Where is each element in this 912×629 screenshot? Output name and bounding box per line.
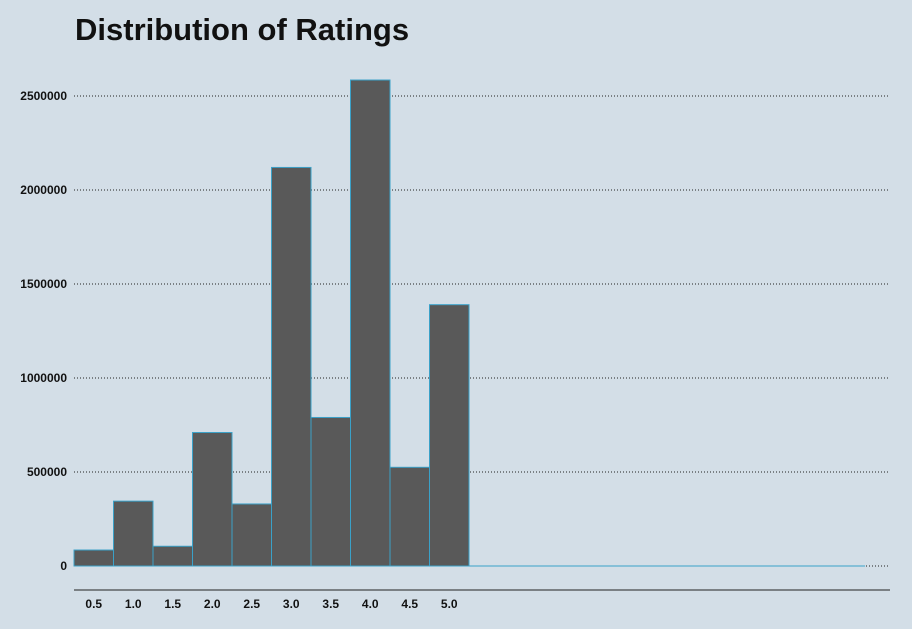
x-tick-label: 2.5 — [243, 597, 260, 611]
y-tick-label: 500000 — [27, 465, 67, 479]
x-tick-label: 4.5 — [401, 597, 418, 611]
x-tick-label: 0.5 — [85, 597, 102, 611]
bar-2.5 — [231, 503, 272, 567]
x-tick-label: 2.0 — [204, 597, 221, 611]
y-tick-label: 1500000 — [20, 277, 67, 291]
y-tick-label: 2500000 — [20, 89, 67, 103]
bar-3.5 — [310, 416, 351, 567]
x-tick-label: 5.0 — [441, 597, 458, 611]
x-tick-label: 3.0 — [283, 597, 300, 611]
bar-1.0 — [113, 500, 154, 567]
x-tick-label: 1.0 — [125, 597, 142, 611]
x-tick-label: 3.5 — [322, 597, 339, 611]
bar-0.5 — [73, 549, 114, 567]
bar-4.5 — [389, 466, 430, 567]
x-tick-label: 1.5 — [164, 597, 181, 611]
y-tick-label: 2000000 — [20, 183, 67, 197]
bar-5.0 — [429, 304, 470, 567]
bar-4.0 — [350, 79, 391, 567]
bar-2.0 — [192, 432, 233, 567]
bars — [73, 79, 470, 567]
y-tick-labels: 0 500000 1000000 1500000 2000000 2500000 — [20, 89, 67, 573]
bar-3.0 — [271, 166, 312, 567]
x-tick-label: 4.0 — [362, 597, 379, 611]
x-tick-labels: 0.5 1.0 1.5 2.0 2.5 3.0 3.5 4.0 4.5 5.0 — [85, 597, 458, 611]
bar-1.5 — [152, 545, 193, 567]
y-tick-label: 0 — [60, 559, 67, 573]
chart-title: Distribution of Ratings — [75, 12, 410, 47]
y-tick-label: 1000000 — [20, 371, 67, 385]
